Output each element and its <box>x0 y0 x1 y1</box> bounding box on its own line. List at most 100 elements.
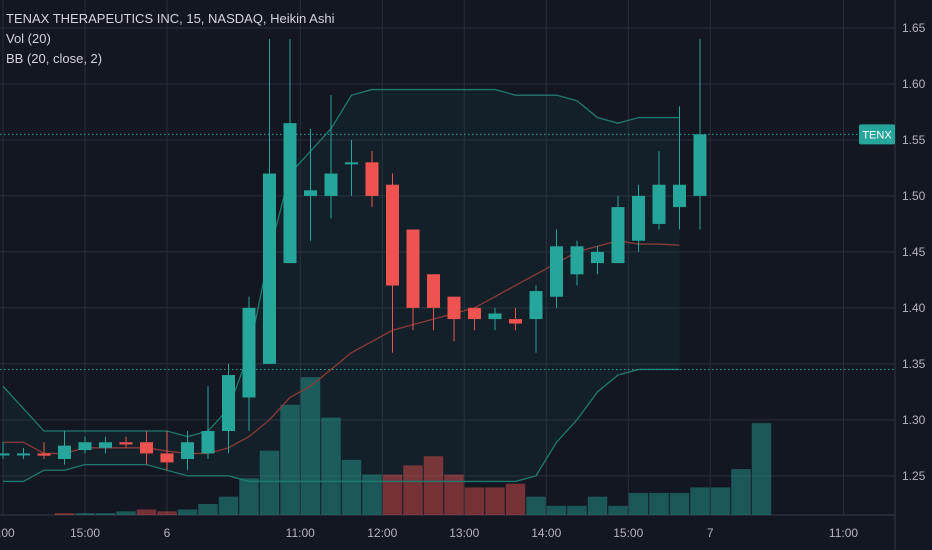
legend-volume[interactable]: Vol (20) <box>6 31 51 46</box>
volume-bar <box>54 513 75 515</box>
candle-body <box>591 251 604 264</box>
volume-bar <box>300 377 321 515</box>
volume-bar <box>177 509 198 515</box>
volume-bar <box>751 423 772 515</box>
volume-bar <box>423 456 444 515</box>
candle-body <box>365 162 379 196</box>
candle-body <box>201 431 215 454</box>
candle-body <box>242 307 256 398</box>
candle-body <box>181 442 194 460</box>
legend-symbol[interactable]: TENAX THERAPEUTICS INC, 15, NASDAQ, Heik… <box>6 11 335 26</box>
y-tick-label: 1.65 <box>902 21 926 35</box>
x-tick-label: 13:00 <box>449 526 479 540</box>
x-tick-label: 15:00 <box>70 526 100 540</box>
volume-bar <box>649 492 669 515</box>
volume-bar <box>587 496 608 515</box>
volume-bar <box>526 496 546 515</box>
candle-body <box>99 442 112 448</box>
candle-body <box>78 442 92 451</box>
x-tick-label: 15:00 <box>613 526 643 540</box>
volume-bar <box>403 465 423 515</box>
volume-bar <box>198 503 218 515</box>
candle-body <box>406 229 420 308</box>
candle-body <box>304 190 317 196</box>
candle-body <box>509 319 522 324</box>
volume-bar <box>321 417 341 515</box>
y-tick-label: 1.50 <box>902 189 926 203</box>
volume-bar <box>608 505 628 515</box>
volume-bar <box>382 474 403 515</box>
legend-bollinger[interactable]: BB (20, close, 2) <box>6 51 103 66</box>
y-tick-label: 1.25 <box>902 469 926 483</box>
volume-bar <box>731 469 751 515</box>
x-tick-label: 6 <box>164 526 171 540</box>
volume-bar <box>136 509 157 515</box>
volume-bar <box>341 459 362 515</box>
y-tick-label: 1.60 <box>902 77 926 91</box>
volume-bar <box>464 487 485 515</box>
volume-bar <box>485 487 505 515</box>
candle-body <box>468 307 481 320</box>
candle-body <box>119 442 133 445</box>
candle-body <box>345 162 358 165</box>
price-tag <box>859 124 895 145</box>
x-tick-label: 12:00 <box>367 526 397 540</box>
candle-body <box>58 445 71 460</box>
volume-bar <box>157 511 177 515</box>
candle-body <box>550 246 563 297</box>
candle-body <box>652 184 666 224</box>
y-tick-label: 1.35 <box>902 357 926 371</box>
volume-bar <box>690 487 710 515</box>
y-tick-label: 1.40 <box>902 301 926 315</box>
candle-body <box>283 123 297 264</box>
bollinger-basis-line <box>3 240 680 455</box>
x-tick-label: 7 <box>707 526 714 540</box>
candle-body <box>263 173 276 364</box>
volume-bar <box>259 450 280 515</box>
volume-bar <box>95 513 116 515</box>
volume-bar <box>75 513 95 515</box>
volume-bar <box>567 505 587 515</box>
candle-body <box>222 375 235 432</box>
x-tick-label: 0:00 <box>0 526 15 540</box>
y-tick-label: 1.45 <box>902 245 926 259</box>
volume-bar <box>218 496 239 515</box>
x-tick-label: 11:00 <box>286 526 315 540</box>
volume-bar <box>546 505 567 515</box>
x-tick-label: 11:00 <box>829 526 858 540</box>
candle-body <box>160 453 174 463</box>
candle-body <box>324 173 338 196</box>
x-tick-label: 14:00 <box>531 526 561 540</box>
price-tag-label: TENX <box>862 129 892 141</box>
candle-body <box>447 296 461 320</box>
volume-bar <box>444 474 464 515</box>
volume-bar <box>116 511 136 515</box>
bollinger-upper-line <box>2 88 680 438</box>
candle-body <box>140 442 153 454</box>
candle-body <box>673 184 686 208</box>
y-tick-label: 1.30 <box>902 413 926 427</box>
candle-body <box>632 195 645 241</box>
candle-body <box>37 453 51 456</box>
candle-body <box>693 134 707 196</box>
y-tick-label: 1.55 <box>902 133 926 147</box>
volume-bar <box>669 492 690 515</box>
volume-bar <box>362 474 382 515</box>
candle-body <box>611 207 625 264</box>
candle-body <box>529 291 543 320</box>
candle-body <box>0 453 10 456</box>
volume-bar <box>628 492 649 515</box>
bollinger-band-fill <box>3 89 680 482</box>
candle-body <box>17 453 30 456</box>
volume-bar <box>710 487 731 515</box>
chart-legend: TENAX THERAPEUTICS INC, 15, NASDAQ, Heik… <box>6 9 334 69</box>
volume-bar <box>239 478 259 515</box>
candle-body <box>386 184 399 286</box>
candle-body <box>427 274 440 308</box>
candle-body <box>488 313 502 320</box>
candle-body <box>570 246 584 275</box>
volume-bar <box>505 483 526 515</box>
volume-bar <box>280 404 300 515</box>
